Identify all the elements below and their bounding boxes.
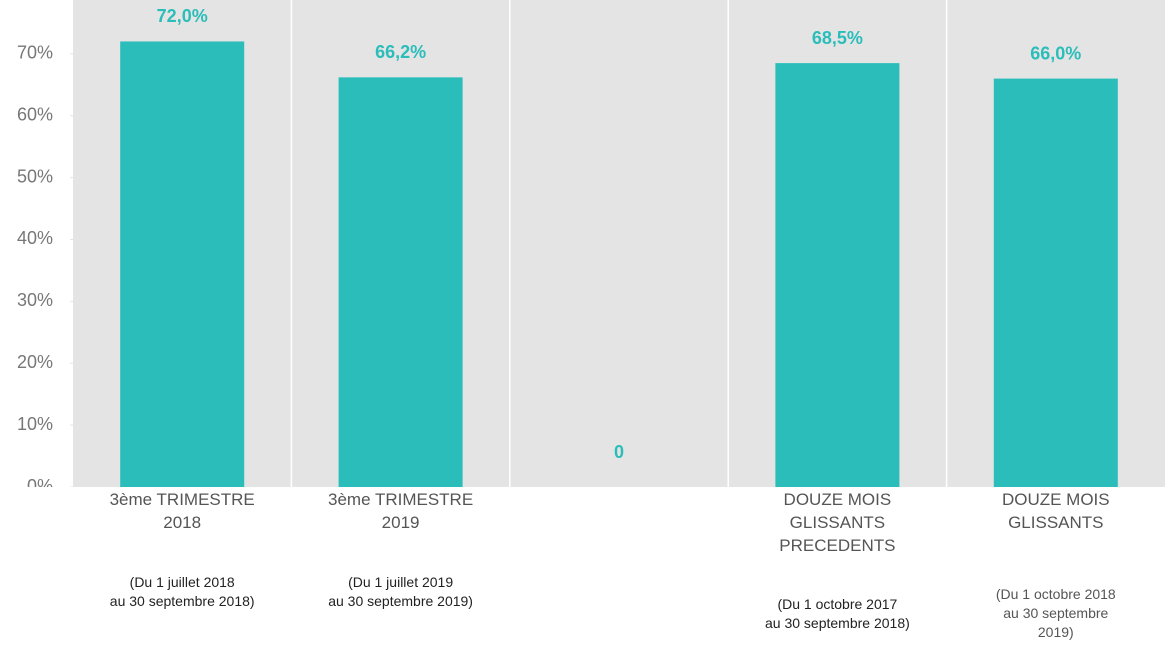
annotation-line: (Du 1 juillet 2018 (129, 574, 235, 590)
bar (120, 41, 245, 487)
x-tick-label: 3ème TRIMESTRE 2018 (82, 488, 282, 534)
x-tick-label-line: GLISSANTS (789, 513, 886, 532)
x-tick-label: DOUZE MOIS GLISSANTS (956, 488, 1156, 534)
annotation-line: au 30 septembre 2018) (109, 593, 255, 609)
x-tick-label-line: 2019 (381, 513, 420, 532)
x-tick-label: DOUZE MOIS GLISSANTS PRECEDENTS (737, 488, 937, 557)
annotation-line: 2019) (1037, 624, 1074, 640)
bar (993, 78, 1118, 487)
value-label: 66,0% (1030, 43, 1081, 63)
annotation-line: (Du 1 juillet 2019 (348, 574, 454, 590)
value-label: 0 (614, 442, 624, 462)
chart: 0% 10% 20% 30% 40% 50% 60% 70% 72,0% 66,2% 0 68,5% 6… (17, 0, 1165, 487)
annotation-line: au 30 septembre 2019) (328, 593, 473, 609)
y-tick-label: 70% (17, 43, 53, 63)
annotation-line: (Du 1 octobre 2017 (777, 596, 898, 612)
x-tick-label-line: GLISSANTS (1008, 513, 1104, 532)
x-tick-label-line: 3ème TRIMESTRE (109, 490, 255, 509)
y-tick-label: 50% (17, 166, 53, 186)
bar (338, 77, 463, 487)
x-tick-label-line: DOUZE MOIS (1001, 490, 1110, 509)
annotation: (Du 1 juillet 2019 au 30 septembre 2019) (291, 573, 511, 611)
x-tick-label-line: PRECEDENTS (779, 536, 896, 555)
y-tick-label: 40% (17, 228, 53, 248)
value-label: 66,2% (375, 42, 426, 62)
y-tick-label: 30% (17, 290, 53, 310)
y-tick-label: 0% (27, 476, 53, 487)
annotation: (Du 1 octobre 2017 au 30 septembre 2018) (727, 595, 947, 633)
x-tick-label-line: DOUZE MOIS (783, 490, 892, 509)
bar (775, 63, 900, 487)
x-tick-label-line: 3ème TRIMESTRE (328, 490, 474, 509)
x-tick-label-line: 2018 (163, 513, 202, 532)
annotation-line: (Du 1 octobre 2018 (995, 586, 1116, 602)
annotation-line: au 30 septembre (1003, 605, 1109, 621)
y-tick-label: 60% (17, 104, 53, 124)
annotation: (Du 1 juillet 2018 au 30 septembre 2018) (72, 573, 292, 611)
y-tick-label: 20% (17, 352, 53, 372)
value-label: 72,0% (157, 6, 208, 26)
annotation: (Du 1 octobre 2018 au 30 septembre 2019) (946, 585, 1165, 642)
y-tick-label: 10% (17, 414, 53, 434)
annotation-line: au 30 septembre 2018) (765, 615, 910, 631)
x-tick-label: 3ème TRIMESTRE 2019 (301, 488, 501, 534)
plot-background (73, 0, 1165, 487)
value-label: 68,5% (812, 28, 863, 48)
